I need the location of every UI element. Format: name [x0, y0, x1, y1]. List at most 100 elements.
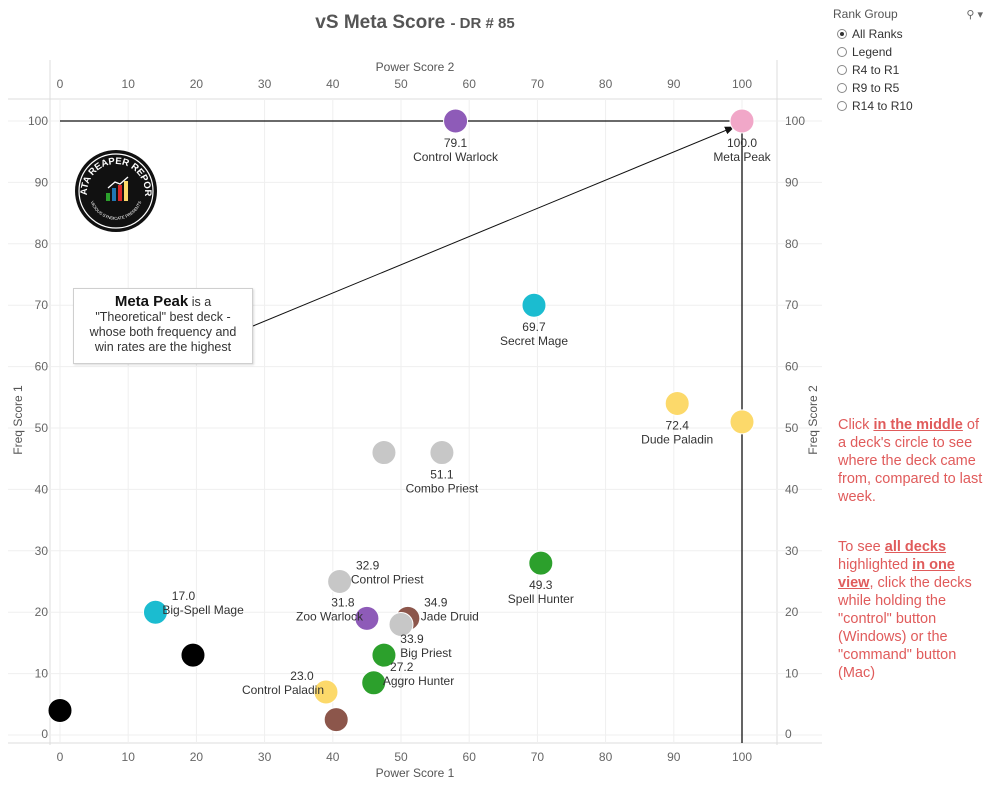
x-top-tick-label: 100	[732, 77, 752, 91]
data-point	[142, 599, 168, 625]
x-top-tick-label: 90	[667, 77, 681, 91]
data-point	[443, 108, 469, 134]
callout-bold: Meta Peak	[114, 293, 189, 310]
data-point	[371, 440, 397, 466]
y-right-tick-label: 60	[785, 360, 799, 374]
radio-icon[interactable]	[837, 101, 847, 111]
point-score-label: 17.0	[172, 589, 196, 603]
point-score-label: 33.9	[400, 632, 424, 646]
y-left-tick-label: 70	[35, 298, 49, 312]
x-top-tick-label: 30	[258, 77, 272, 91]
rank-option[interactable]: Legend	[837, 43, 983, 61]
point-score-label: 51.1	[430, 468, 454, 482]
callout-text1: is a	[188, 295, 212, 309]
data-point	[313, 679, 339, 705]
point-score-label: 69.7	[522, 320, 546, 334]
data-point	[429, 440, 455, 466]
x-bottom-tick-label: 50	[394, 750, 408, 764]
rank-option[interactable]: R4 to R1	[837, 61, 983, 79]
rank-option-label: All Ranks	[852, 27, 903, 41]
x-bottom-tick-label: 60	[463, 750, 477, 764]
annotation-arrow	[252, 126, 735, 327]
y-right-tick-label: 70	[785, 298, 799, 312]
x-top-tick-label: 60	[463, 77, 477, 91]
y-right-tick-label: 10	[785, 667, 799, 681]
x-top-tick-label: 10	[122, 77, 136, 91]
y-right-tick-label: 50	[785, 421, 799, 435]
y-left-tick-label: 100	[28, 114, 48, 128]
y-left-tick-label: 20	[35, 605, 49, 619]
search-icon[interactable]: ⚲	[966, 8, 975, 21]
meta-peak-callout: Meta Peak is a "Theoretical" best deck -…	[73, 288, 253, 364]
y-left-tick-label: 10	[35, 667, 49, 681]
point-name-label: Control Paladin	[242, 683, 324, 697]
rank-option[interactable]: All Ranks	[837, 25, 983, 43]
x-bottom-tick-label: 100	[732, 750, 752, 764]
y-left-tick-label: 30	[35, 544, 49, 558]
rank-options-list: All Ranks Legend R4 to R1 R9 to R5 R14 to R1…	[833, 25, 983, 115]
data-point	[729, 108, 755, 134]
x-top-tick-label: 40	[326, 77, 340, 91]
point-name-label: Big-Spell Mage	[162, 603, 244, 617]
y-left-tick-label: 60	[35, 360, 49, 374]
rank-option-label: Legend	[852, 45, 893, 59]
point-score-label: 72.4	[666, 418, 690, 432]
point-name-label: Spell Hunter	[508, 592, 574, 606]
callout-text2: "Theoretical" best deck -	[95, 310, 231, 324]
x-bottom-tick-label: 40	[326, 750, 340, 764]
rank-option[interactable]: R14 to R10	[837, 97, 983, 115]
point-name-label: Jade Druid	[421, 609, 479, 623]
y-right-tick-label: 40	[785, 482, 799, 496]
radio-icon[interactable]	[837, 47, 847, 57]
x-bottom-tick-label: 20	[190, 750, 204, 764]
rank-group-filter: Rank Group ⚲ ▾ All Ranks Legend R4 to R1 R9…	[833, 7, 983, 115]
point-name-label: Secret Mage	[500, 334, 568, 348]
data-point	[729, 409, 755, 435]
radio-icon[interactable]	[837, 29, 847, 39]
point-score-label: 27.2	[390, 660, 414, 674]
logo-text-bottom: VICIOUS SYNDICATE PRESENTS	[90, 200, 143, 221]
chart-title-main: vS Meta Score	[315, 12, 446, 33]
x-top-tick-label: 0	[57, 77, 64, 91]
x-top-axis-title: Power Score 2	[376, 60, 455, 74]
x-bottom-tick-label: 90	[667, 750, 681, 764]
data-point	[361, 670, 387, 696]
data-point	[354, 605, 380, 631]
point-name-label: Control Warlock	[413, 150, 499, 164]
chart-title-sub: DR # 85	[459, 15, 515, 32]
point-score-label: 49.3	[529, 578, 553, 592]
data-point	[528, 550, 554, 576]
chevron-down-icon[interactable]: ▾	[977, 8, 983, 21]
y-left-tick-label: 90	[35, 175, 49, 189]
y-left-tick-label: 0	[41, 727, 48, 741]
y-right-tick-label: 80	[785, 237, 799, 251]
point-name-label: Control Priest	[351, 573, 424, 587]
point-score-label: 79.1	[444, 136, 468, 150]
point-score-label: 32.9	[356, 559, 380, 573]
point-name-label: Meta Peak	[713, 150, 771, 164]
rank-group-label: Rank Group	[833, 7, 898, 21]
x-top-tick-label: 20	[190, 77, 204, 91]
data-point	[327, 569, 353, 594]
radio-icon[interactable]	[837, 83, 847, 93]
y-left-tick-label: 50	[35, 421, 49, 435]
y-right-tick-label: 30	[785, 544, 799, 558]
data-reaper-logo: DATA REAPER REPORT VICIOUS SYNDICATE PRE…	[72, 142, 157, 232]
svg-text:VICIOUS SYNDICATE PRESENTS: VICIOUS SYNDICATE PRESENTS	[90, 200, 143, 221]
y-right-tick-label: 0	[785, 727, 792, 741]
x-top-tick-label: 70	[531, 77, 545, 91]
radio-icon[interactable]	[837, 65, 847, 75]
point-score-label: 34.9	[424, 595, 448, 609]
point-name-label: Aggro Hunter	[383, 674, 454, 688]
y-right-tick-label: 100	[785, 114, 805, 128]
rank-option[interactable]: R9 to R5	[837, 79, 983, 97]
point-name-label: Big Priest	[400, 646, 452, 660]
data-point	[521, 292, 547, 318]
data-point	[47, 697, 73, 723]
y-left-tick-label: 80	[35, 237, 49, 251]
y-right-tick-label: 20	[785, 605, 799, 619]
x-bottom-tick-label: 80	[599, 750, 613, 764]
x-bottom-tick-label: 70	[531, 750, 545, 764]
y-right-tick-label: 90	[785, 175, 799, 189]
click-middle-note: Click in the middle of a deck's circle t…	[838, 417, 983, 505]
